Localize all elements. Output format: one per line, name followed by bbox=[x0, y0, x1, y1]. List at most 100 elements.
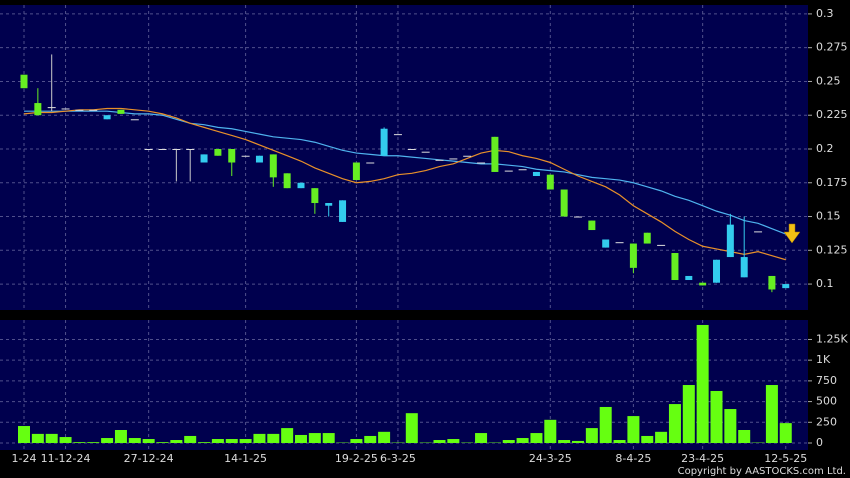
candle-body bbox=[477, 162, 486, 164]
candle-body bbox=[699, 282, 707, 286]
candle-body bbox=[421, 151, 430, 153]
candle-body bbox=[325, 203, 333, 206]
candle-body bbox=[407, 148, 416, 150]
candle-body bbox=[241, 155, 250, 157]
candle-body bbox=[754, 231, 763, 233]
volume-bar bbox=[322, 433, 335, 443]
candle-body bbox=[352, 162, 360, 181]
volume-bar bbox=[696, 324, 709, 443]
candle-body bbox=[130, 119, 139, 121]
volume-bar bbox=[198, 442, 211, 443]
candle-body bbox=[380, 128, 388, 156]
candle-body bbox=[144, 148, 153, 150]
volume-bar bbox=[544, 419, 557, 443]
volume-bar bbox=[101, 438, 114, 443]
volume-bar bbox=[225, 439, 238, 443]
volume-bar bbox=[475, 433, 488, 443]
candle-body bbox=[657, 244, 666, 246]
volume-bar bbox=[572, 440, 584, 443]
volume-bar bbox=[779, 423, 792, 443]
volume-bar bbox=[295, 434, 307, 443]
y-tick-label: 0.25 bbox=[816, 74, 841, 87]
volume-bar bbox=[433, 440, 446, 443]
candle-body bbox=[671, 252, 679, 281]
volume-bar bbox=[45, 433, 58, 443]
candle-body bbox=[393, 134, 402, 136]
volume-bar bbox=[710, 390, 723, 443]
volume-bar bbox=[668, 404, 681, 443]
volume-bar bbox=[87, 442, 100, 443]
x-tick-label: 23-4-25 bbox=[681, 452, 724, 465]
candle-body bbox=[463, 155, 472, 157]
candle-body bbox=[713, 259, 720, 283]
volume-bar bbox=[73, 442, 86, 443]
candle-body bbox=[158, 148, 167, 150]
y-tick-label: 0.125 bbox=[816, 243, 848, 256]
x-tick-label: 27-12-24 bbox=[124, 452, 174, 465]
x-tick-label: 19-2-25 bbox=[335, 452, 378, 465]
candle-body bbox=[255, 155, 263, 163]
candle-body bbox=[200, 154, 208, 163]
volume-bar bbox=[267, 433, 280, 443]
volume-bar bbox=[31, 433, 44, 443]
volume-bar bbox=[655, 431, 668, 443]
volume-bar bbox=[239, 439, 252, 443]
candle-body bbox=[47, 107, 56, 109]
candle-body bbox=[214, 148, 222, 156]
candle-body bbox=[89, 109, 98, 111]
volume-bar bbox=[682, 385, 695, 443]
y-tick-label: 500 bbox=[816, 395, 837, 408]
volume-bar bbox=[184, 435, 197, 443]
volume-bar bbox=[765, 385, 778, 443]
volume-bar bbox=[142, 439, 155, 443]
candle-body bbox=[283, 173, 291, 189]
candle-body bbox=[117, 109, 125, 114]
x-tick-label: 1-24 bbox=[12, 452, 37, 465]
candle-body bbox=[782, 284, 790, 289]
candle-body bbox=[449, 158, 458, 160]
volume-bar bbox=[447, 439, 460, 443]
volume-bar bbox=[308, 433, 321, 443]
candle-body bbox=[740, 257, 748, 278]
copyright: Copyright by AASTOCKS.com Ltd. bbox=[678, 466, 846, 477]
volume-bar bbox=[253, 433, 266, 443]
y-tick-label: 1.25K bbox=[816, 332, 848, 345]
candle-body bbox=[366, 162, 375, 164]
volume-bar bbox=[724, 409, 737, 443]
candle-body bbox=[103, 115, 111, 120]
candle-body bbox=[685, 275, 693, 281]
candle-body bbox=[768, 275, 776, 290]
candle-body bbox=[574, 216, 582, 218]
x-tick-label: 11-12-24 bbox=[41, 452, 91, 465]
volume-bar bbox=[170, 440, 183, 443]
y-tick-label: 0.3 bbox=[816, 7, 834, 20]
volume-bar bbox=[516, 438, 529, 443]
volume-bar bbox=[405, 413, 418, 443]
candle-body bbox=[186, 148, 195, 150]
candle-body bbox=[726, 224, 734, 258]
volume-bar bbox=[558, 440, 571, 443]
x-tick-label: 8-4-25 bbox=[615, 452, 651, 465]
volume-bar bbox=[585, 428, 598, 443]
candle-body bbox=[491, 136, 499, 172]
candle-body bbox=[269, 154, 277, 178]
volume-bar bbox=[502, 440, 515, 443]
candle-body bbox=[546, 174, 554, 190]
volume-bar bbox=[641, 435, 654, 443]
volume-bar bbox=[599, 406, 612, 443]
y-tick-label: 750 bbox=[816, 374, 837, 387]
volume-bar bbox=[613, 440, 626, 443]
candle-body bbox=[435, 159, 444, 161]
candle-body bbox=[629, 243, 637, 268]
candle-body bbox=[560, 189, 568, 217]
volume-bar bbox=[59, 437, 72, 443]
candle-body bbox=[228, 148, 236, 163]
latest-arrow bbox=[783, 223, 801, 244]
candle-body bbox=[615, 242, 624, 244]
volume-bar bbox=[378, 431, 391, 443]
volume-bar bbox=[281, 428, 294, 443]
volume-bar bbox=[156, 442, 169, 443]
volume-bar bbox=[350, 439, 363, 443]
